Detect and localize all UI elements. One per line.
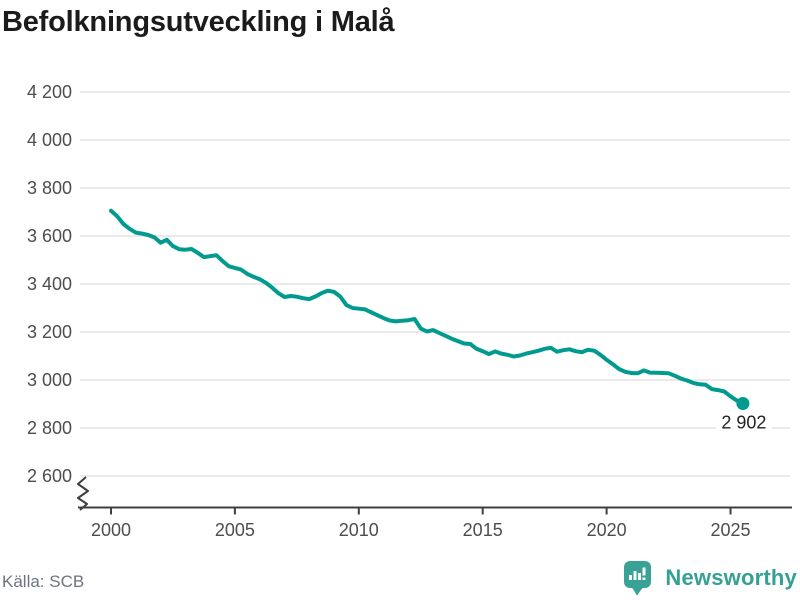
- y-axis-tick-label: 3 200: [27, 322, 72, 342]
- y-axis-tick-label: 4 200: [27, 82, 72, 102]
- population-line-chart: 4 200 4 000 3 800 3 600 3 400 3 200 3 000 2 800…: [27, 82, 792, 540]
- y-axis-tick-label: 3 600: [27, 226, 72, 246]
- last-value-label: 2 902: [721, 413, 766, 433]
- page-title: Befolkningsutveckling i Malå: [2, 6, 395, 38]
- x-axis-tick-label: 2025: [710, 520, 750, 540]
- newsworthy-logo: Newsworthy: [623, 560, 797, 596]
- x-axis-tick-label: 2005: [215, 520, 255, 540]
- x-axis-tick-label: 2015: [463, 520, 503, 540]
- y-axis-tick-label: 3 800: [27, 178, 72, 198]
- y-axis-tick-label: 2 800: [27, 418, 72, 438]
- y-axis-tick-label: 3 000: [27, 370, 72, 390]
- bar-chart-bubble-icon: [624, 561, 652, 596]
- footer: Källa: SCB Newsworthy: [0, 556, 800, 600]
- population-series-line: [109, 208, 745, 406]
- axis-break-squiggle: [77, 476, 89, 511]
- source-note: Källa: SCB: [2, 572, 85, 591]
- x-axis-tick-label: 2020: [587, 520, 627, 540]
- x-axis-tick-label: 2010: [339, 520, 379, 540]
- last-value-dot: [736, 397, 750, 411]
- brand-name: Newsworthy: [665, 565, 797, 590]
- x-axis-tick-label: 2000: [91, 520, 131, 540]
- end-label-background: [715, 410, 772, 434]
- y-axis-tick-label: 4 000: [27, 130, 72, 150]
- y-axis-tick-label: 3 400: [27, 274, 72, 294]
- y-axis-tick-label: 2 600: [27, 466, 72, 486]
